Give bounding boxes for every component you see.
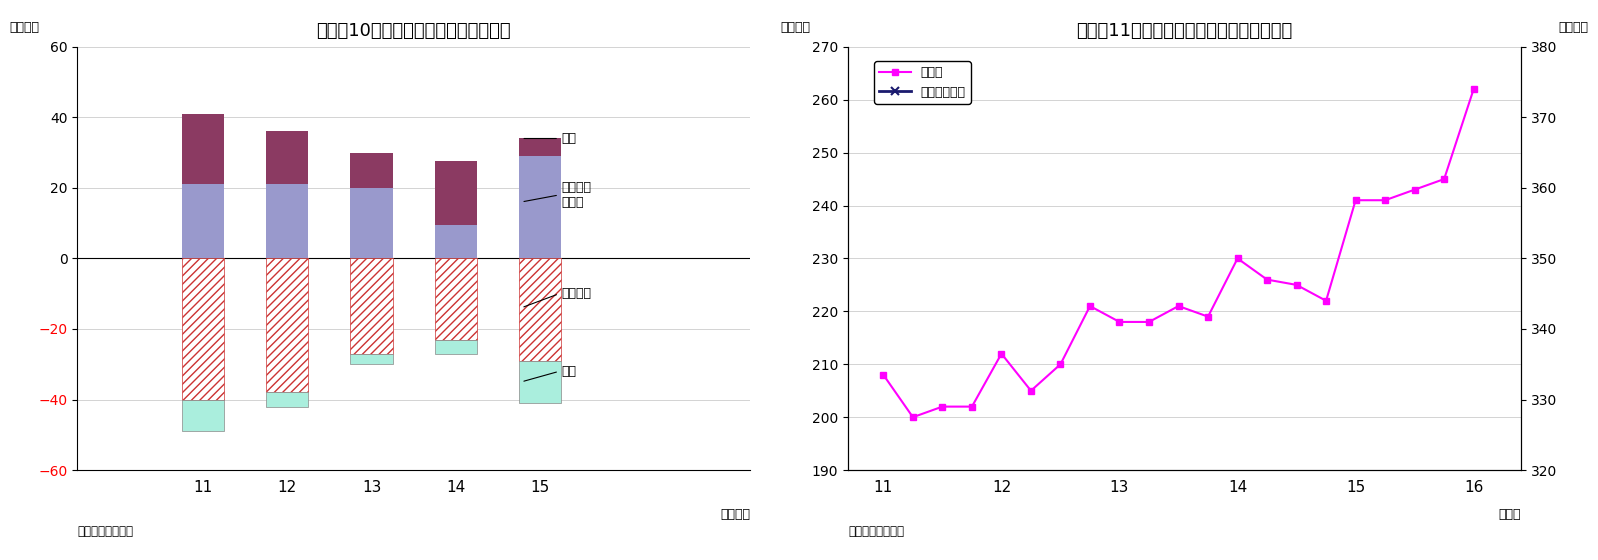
Text: 海外: 海外 bbox=[561, 365, 577, 378]
Text: （兆円）: （兆円） bbox=[781, 21, 810, 34]
現預金 bbox=[1258, 276, 1277, 283]
現預金 bbox=[1080, 303, 1099, 310]
Bar bbox=[350, 153, 393, 188]
現預金 bbox=[1168, 303, 1187, 310]
Text: （兆円）: （兆円） bbox=[1558, 21, 1588, 34]
Bar bbox=[350, 354, 393, 364]
現預金 bbox=[933, 403, 952, 410]
Bar bbox=[267, 393, 308, 407]
Bar bbox=[267, 132, 308, 184]
Text: （年度）: （年度） bbox=[721, 508, 749, 521]
Bar bbox=[350, 259, 393, 354]
現預金 bbox=[1198, 313, 1218, 320]
現預金 bbox=[1139, 319, 1159, 325]
現預金 bbox=[1227, 255, 1246, 262]
Bar bbox=[435, 161, 476, 225]
現預金 bbox=[1435, 176, 1454, 183]
Bar bbox=[182, 114, 224, 184]
Bar bbox=[519, 138, 561, 156]
現預金 bbox=[1346, 197, 1365, 204]
Text: （兆円）: （兆円） bbox=[10, 21, 40, 34]
現預金 bbox=[903, 414, 922, 421]
現預金 bbox=[1376, 197, 1395, 204]
Bar bbox=[519, 259, 561, 361]
現預金 bbox=[1405, 186, 1424, 193]
Text: 家計: 家計 bbox=[561, 132, 577, 145]
Bar bbox=[435, 225, 476, 259]
Title: （図表10）部門別資金過不足（年度）: （図表10）部門別資金過不足（年度） bbox=[316, 22, 511, 40]
Text: （資料）日本銀行: （資料）日本銀行 bbox=[77, 525, 133, 538]
Text: （年）: （年） bbox=[1499, 508, 1521, 521]
現預金 bbox=[1021, 388, 1040, 394]
Bar bbox=[519, 361, 561, 403]
現預金 bbox=[1111, 319, 1130, 325]
現預金 bbox=[962, 403, 981, 410]
現預金 bbox=[1286, 282, 1306, 288]
Bar bbox=[267, 184, 308, 259]
Bar bbox=[267, 259, 308, 393]
Legend: 現預金, 借入（右軸）: 現預金, 借入（右軸） bbox=[874, 62, 970, 104]
Bar bbox=[350, 188, 393, 259]
現預金 bbox=[1317, 297, 1336, 304]
Text: 民間非金
融法人: 民間非金 融法人 bbox=[561, 181, 591, 209]
Bar bbox=[182, 259, 224, 399]
Bar bbox=[519, 156, 561, 259]
Text: （資料）日本銀行: （資料）日本銀行 bbox=[849, 525, 904, 538]
Title: （図表11）民間非金融法人の現預金・借入: （図表11）民間非金融法人の現預金・借入 bbox=[1077, 22, 1293, 40]
Bar bbox=[182, 399, 224, 431]
Bar bbox=[435, 259, 476, 339]
現預金 bbox=[1051, 361, 1071, 367]
現預金 bbox=[992, 351, 1012, 357]
現預金 bbox=[1464, 86, 1483, 92]
Bar bbox=[435, 339, 476, 354]
Text: 一般政府: 一般政府 bbox=[561, 287, 591, 300]
現預金 bbox=[874, 371, 893, 378]
Bar bbox=[182, 184, 224, 259]
Line: 現預金: 現預金 bbox=[880, 86, 1477, 421]
